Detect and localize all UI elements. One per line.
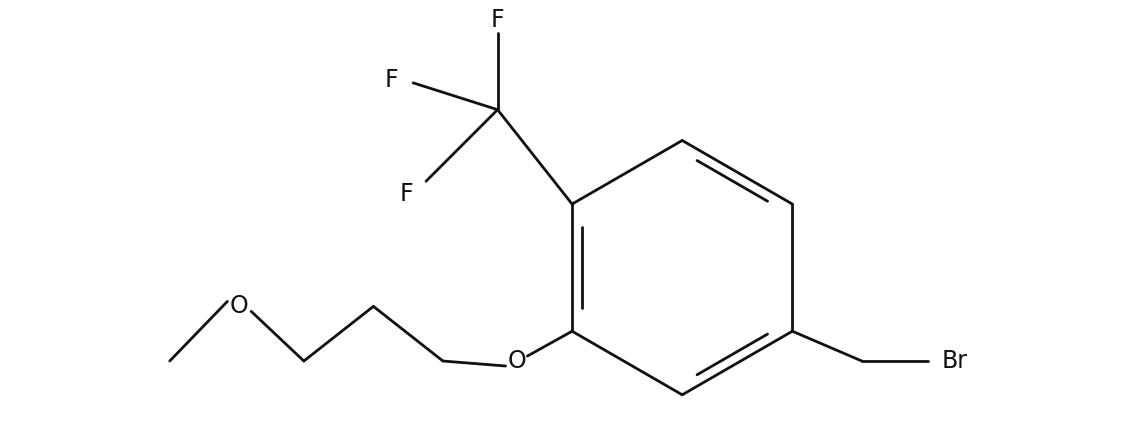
Text: F: F <box>399 182 413 206</box>
Text: Br: Br <box>942 349 968 373</box>
Text: O: O <box>230 294 248 318</box>
Text: F: F <box>491 8 504 32</box>
Text: F: F <box>385 68 398 92</box>
Text: O: O <box>508 349 527 373</box>
